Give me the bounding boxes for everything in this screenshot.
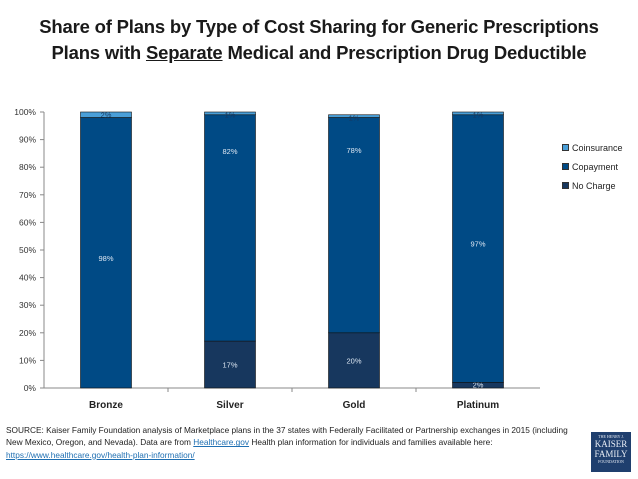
- data-label: 1%: [225, 111, 236, 120]
- data-label: 2%: [473, 381, 484, 390]
- y-tick-label: 50%: [19, 245, 36, 255]
- bar-segment-coinsurance: [452, 111, 504, 116]
- bar-segment-coinsurance: [204, 111, 256, 116]
- title-prefix: Plans with: [51, 42, 146, 63]
- data-label: 98%: [98, 254, 113, 263]
- bar-segment-copayment: [204, 114, 256, 342]
- bar-segment-coinsurance: [328, 114, 380, 118]
- legend-label: No Charge: [572, 180, 616, 191]
- legend-swatch: [562, 182, 569, 189]
- bar-segment-coinsurance: [80, 111, 132, 118]
- stacked-bar-chart: 0% 10% 20% 30% 40% 50% 60% 70% 80% 90% 100% 98% 2% Br…: [14, 107, 540, 411]
- data-label: 78%: [346, 146, 361, 155]
- data-label: 82%: [222, 147, 237, 156]
- data-label: 1%: [349, 113, 360, 122]
- y-tick-label: 70%: [19, 190, 36, 200]
- x-category-label: Silver: [216, 400, 243, 411]
- healthcare-gov-link[interactable]: Healthcare.gov: [193, 437, 250, 448]
- logo-line3: FAMILY: [594, 449, 628, 459]
- y-tick-label: 90%: [19, 135, 36, 145]
- bar-segment-no-charge: [328, 332, 380, 389]
- y-tick-label: 80%: [19, 162, 36, 172]
- x-category-label: Gold: [343, 400, 366, 411]
- title-underlined-word: Separate: [145, 42, 223, 63]
- y-tick-label: 40%: [19, 273, 36, 283]
- data-label: 97%: [470, 239, 485, 248]
- y-tick-label: 10%: [19, 355, 36, 365]
- bar-segment-no-charge: [204, 340, 256, 389]
- y-tick-label: 20%: [19, 328, 36, 338]
- x-category-label: Platinum: [457, 400, 499, 411]
- legend-item: Coinsurance: [562, 138, 623, 157]
- legend-item: Copayment: [562, 157, 623, 176]
- y-tick-label: 60%: [19, 217, 36, 227]
- health-plan-info-link[interactable]: https://www.healthcare.gov/health-plan-i…: [6, 449, 195, 460]
- kff-logo: THE HENRY J. KAISER FAMILY FOUNDATION: [591, 432, 631, 472]
- y-tick-label: 100%: [14, 107, 36, 117]
- title-suffix: Medical and Prescription Drug Deductible: [222, 42, 587, 63]
- logo-line1: THE HENRY J.: [598, 434, 624, 439]
- legend-item: No Charge: [562, 176, 623, 195]
- chart-title-line2: Plans with Separate Medical and Prescrip…: [0, 42, 638, 64]
- logo-line2: KAISER: [594, 439, 628, 449]
- data-label: 1%: [473, 111, 484, 120]
- bar-segment-copayment: [80, 117, 132, 389]
- data-label: 20%: [346, 356, 361, 365]
- source-text-1: SOURCE: Kaiser Family Foundation analysi…: [6, 425, 568, 448]
- legend-label: Copayment: [572, 161, 619, 172]
- data-label: 17%: [222, 361, 237, 370]
- legend-swatch: [562, 163, 569, 170]
- data-label: 2%: [101, 111, 112, 120]
- x-category-label: Bronze: [89, 400, 123, 411]
- bar-segment-copayment: [452, 114, 504, 383]
- source-note: SOURCE: Kaiser Family Foundation analysi…: [6, 424, 586, 461]
- source-text-2: Health plan information for individuals …: [249, 437, 493, 448]
- bar-segment-copayment: [328, 117, 380, 334]
- legend-label: Coinsurance: [572, 142, 623, 153]
- y-tick-label: 0%: [24, 383, 37, 393]
- legend-swatch: [562, 144, 569, 151]
- chart-title-line1: Share of Plans by Type of Cost Sharing f…: [39, 16, 599, 37]
- legend: Coinsurance Copayment No Charge: [562, 138, 623, 195]
- logo-line4: FOUNDATION: [598, 459, 624, 464]
- y-tick-label: 30%: [19, 300, 36, 310]
